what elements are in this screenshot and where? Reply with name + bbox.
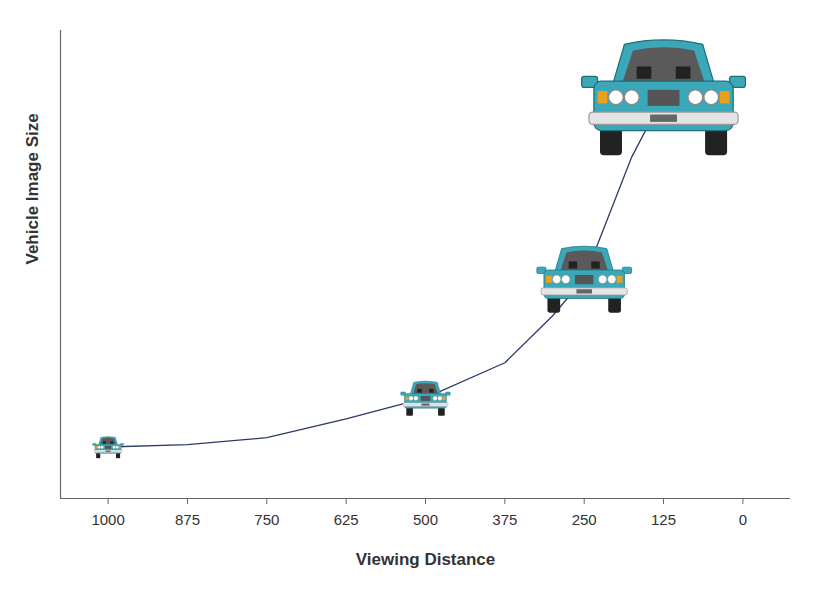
svg-text:250: 250 xyxy=(572,511,597,528)
svg-text:875: 875 xyxy=(175,511,200,528)
svg-text:1000: 1000 xyxy=(91,511,124,528)
svg-text:Vehicle Image Size: Vehicle Image Size xyxy=(23,113,42,264)
svg-text:625: 625 xyxy=(334,511,359,528)
svg-text:375: 375 xyxy=(492,511,517,528)
svg-text:750: 750 xyxy=(254,511,279,528)
svg-text:0: 0 xyxy=(739,511,747,528)
svg-text:125: 125 xyxy=(651,511,676,528)
svg-text:500: 500 xyxy=(413,511,438,528)
svg-text:Viewing Distance: Viewing Distance xyxy=(356,550,496,569)
